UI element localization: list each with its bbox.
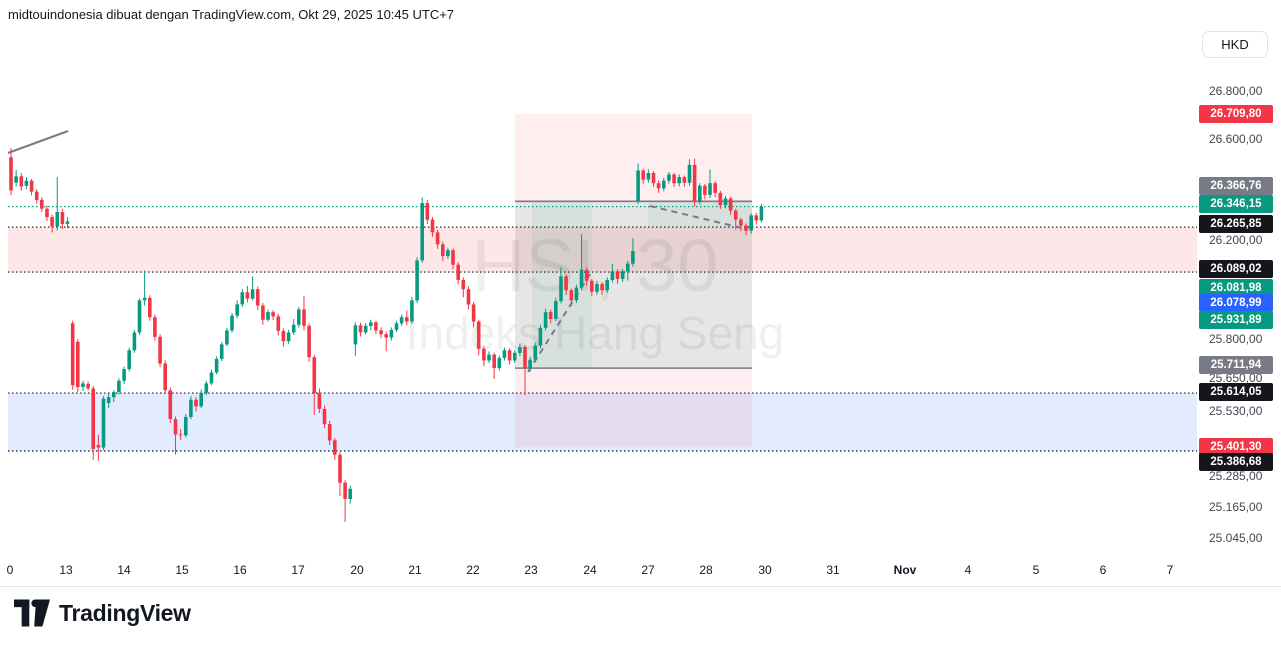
time-axis-label: 23 bbox=[524, 563, 538, 577]
price-gridline-label: 25.165,00 bbox=[1209, 500, 1263, 514]
price-badge: 26.081,98 bbox=[1199, 279, 1273, 297]
time-axis-label: 21 bbox=[408, 563, 422, 577]
time-axis-label: 17 bbox=[291, 563, 305, 577]
supply-band-zone[interactable] bbox=[8, 227, 1197, 273]
time-axis-label: 13 bbox=[59, 563, 73, 577]
time-axis-label: 4 bbox=[964, 563, 972, 577]
time-axis-label: 0 bbox=[6, 563, 14, 577]
price-badge: 25.931,89 bbox=[1199, 311, 1273, 329]
time-axis-label: Nov bbox=[893, 563, 917, 577]
time-axis-label: 27 bbox=[641, 563, 655, 577]
time-axis-label: 20 bbox=[350, 563, 364, 577]
price-axis[interactable]: 26.800,00 26.600,00 26.200,00 25.800,00 25.6… bbox=[1197, 30, 1281, 558]
price-gridline-label: 26.800,00 bbox=[1209, 84, 1263, 98]
price-gridline-label: 25.800,00 bbox=[1209, 332, 1263, 346]
watermark-description: Indeks Hang Seng bbox=[406, 307, 785, 359]
trendline-top-left[interactable] bbox=[7, 130, 69, 154]
time-axis-label: 28 bbox=[699, 563, 713, 577]
price-gridline-label: 25.530,00 bbox=[1209, 404, 1263, 418]
price-gridline-label: 26.600,00 bbox=[1209, 132, 1263, 146]
price-gridline-label: 25.045,00 bbox=[1209, 531, 1263, 545]
tradingview-logo-icon bbox=[14, 598, 50, 628]
price-badge: 25.614,05 bbox=[1199, 383, 1273, 401]
price-badge: 26.709,80 bbox=[1199, 105, 1273, 123]
candlestick-series[interactable] bbox=[9, 148, 764, 522]
time-axis-label: 15 bbox=[175, 563, 189, 577]
watermark-symbol: HSI, 30 bbox=[472, 224, 719, 307]
time-axis-label: 22 bbox=[466, 563, 480, 577]
time-axis[interactable]: 0 13 14 15 16 17 20 21 22 23 24 27 28 30 31 Nov 4 5 6 7 bbox=[0, 558, 1197, 586]
time-axis-label: 16 bbox=[233, 563, 247, 577]
footer-separator bbox=[0, 586, 1281, 587]
price-badge: 26.078,99 bbox=[1199, 294, 1273, 312]
price-badge: 25.401,30 bbox=[1199, 438, 1273, 456]
price-badge: 26.265,85 bbox=[1199, 215, 1273, 233]
time-axis-label: 14 bbox=[117, 563, 131, 577]
time-axis-label: 31 bbox=[826, 563, 840, 577]
currency-button[interactable]: HKD bbox=[1202, 31, 1268, 58]
projection-pink-rect[interactable] bbox=[515, 113, 752, 448]
time-axis-label: 7 bbox=[1166, 563, 1174, 577]
price-badge: 25.711,94 bbox=[1199, 356, 1273, 374]
demand-band-zone[interactable] bbox=[8, 393, 1197, 451]
price-gridline-label: 26.200,00 bbox=[1209, 233, 1263, 247]
time-axis-label: 5 bbox=[1032, 563, 1040, 577]
price-badge: 26.089,02 bbox=[1199, 260, 1273, 278]
tradingview-logo-text: TradingView bbox=[59, 599, 191, 626]
time-axis-label: 24 bbox=[583, 563, 597, 577]
price-gridline-label: 25.285,00 bbox=[1209, 469, 1263, 483]
attribution-text: midtouindonesia dibuat dengan TradingVie… bbox=[8, 7, 455, 22]
price-badge: 26.366,76 bbox=[1199, 177, 1273, 195]
long-setup-teal-rect[interactable] bbox=[515, 201, 752, 369]
tradingview-logo[interactable]: TradingView bbox=[14, 598, 191, 628]
price-badge: 26.346,15 bbox=[1199, 195, 1273, 213]
time-axis-label: 30 bbox=[758, 563, 772, 577]
price-gridline-label: 25.650,00 bbox=[1209, 371, 1263, 385]
price-badge: 25.386,68 bbox=[1199, 453, 1273, 471]
time-axis-label: 6 bbox=[1099, 563, 1107, 577]
dashed-arrow-down[interactable] bbox=[649, 205, 743, 229]
